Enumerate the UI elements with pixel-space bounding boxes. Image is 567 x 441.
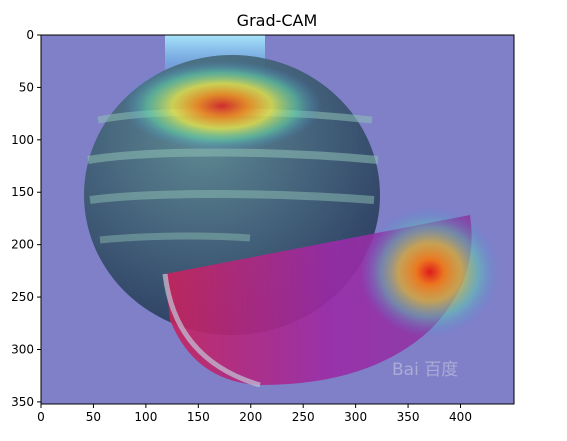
slice-rind — [162, 273, 261, 388]
heatmap-image: Bai 百度 — [41, 35, 514, 404]
x-tick-label: 350 — [397, 410, 420, 424]
x-tick-label: 50 — [86, 410, 101, 424]
x-tick-label: 250 — [292, 410, 315, 424]
y-tick-label: 250 — [11, 290, 34, 304]
x-tick-label: 150 — [187, 410, 210, 424]
y-tick-label: 0 — [26, 28, 34, 42]
top-hotspot — [122, 61, 322, 151]
y-tick-label: 300 — [11, 342, 34, 356]
x-axis: 0 50 100 150 200 250 300 350 400 — [37, 404, 472, 424]
watermark: Bai 百度 — [392, 360, 458, 380]
chart-title: Grad-CAM — [237, 11, 318, 30]
y-axis: 0 50 100 150 200 250 300 350 — [11, 28, 41, 409]
stripe — [99, 232, 251, 244]
x-tick-label: 100 — [134, 410, 157, 424]
y-tick-label: 200 — [11, 238, 34, 252]
x-tick-label: 400 — [449, 410, 472, 424]
stripe — [89, 190, 375, 204]
stripe — [87, 148, 379, 164]
y-tick-label: 150 — [11, 185, 34, 199]
y-tick-label: 50 — [19, 80, 34, 94]
y-tick-label: 100 — [11, 133, 34, 147]
right-hotspot — [360, 207, 500, 337]
y-tick-label: 350 — [11, 395, 34, 409]
x-tick-label: 300 — [344, 410, 367, 424]
plot-frame — [40, 34, 515, 405]
x-tick-label: 200 — [239, 410, 262, 424]
x-tick-label: 0 — [37, 410, 45, 424]
